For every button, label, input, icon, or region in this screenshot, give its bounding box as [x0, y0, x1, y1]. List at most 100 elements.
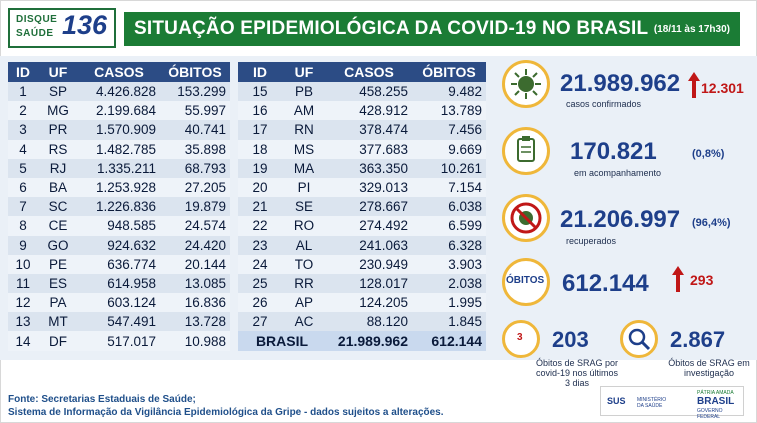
- row-casos: 128.017: [326, 273, 412, 294]
- row-uf: PI: [282, 177, 326, 198]
- row-uf: BA: [38, 177, 78, 198]
- row-uf: CE: [38, 216, 78, 236]
- brasil-logo: BRASIL: [697, 396, 735, 407]
- row-obitos: 20.144: [160, 254, 230, 274]
- deaths-badge: ÓBITOS: [502, 258, 550, 306]
- row-obitos: 13.789: [412, 101, 486, 121]
- row-id: 23: [238, 235, 282, 255]
- row-uf: AP: [282, 293, 326, 313]
- table-row: 8 CE 948.585 24.574: [8, 216, 230, 236]
- monitoring-pct: (0,8%): [692, 148, 725, 160]
- row-casos: 547.491: [78, 312, 160, 332]
- col-id: ID: [238, 62, 282, 82]
- row-obitos: 2.038: [412, 273, 486, 294]
- col-obitos: ÓBITOS: [412, 62, 486, 82]
- confirmed-label: casos confirmados: [566, 99, 642, 109]
- title-bar: SITUAÇÃO EPIDEMIOLÓGICA DA COVID-19 NO B…: [124, 12, 740, 46]
- row-casos: 329.013: [326, 177, 412, 198]
- row-obitos: 55.997: [160, 101, 230, 121]
- row-obitos: 13.085: [160, 273, 230, 294]
- row-casos: 428.912: [326, 101, 412, 121]
- row-id: 27: [238, 312, 282, 332]
- search-icon: [620, 320, 658, 358]
- row-id: 1: [8, 82, 38, 102]
- table-row: 12 PA 603.124 16.836: [8, 293, 230, 313]
- table-row: 18 MS 377.683 9.669: [238, 139, 486, 159]
- row-id: 26: [238, 293, 282, 313]
- row-id: 12: [8, 293, 38, 313]
- table-row: 9 GO 924.632 24.420: [8, 235, 230, 255]
- row-uf: PA: [38, 293, 78, 313]
- row-casos: 614.958: [78, 273, 160, 294]
- row-obitos: 10.261: [412, 158, 486, 178]
- row-obitos: 16.836: [160, 293, 230, 313]
- monitoring-value: 170.821: [570, 138, 657, 165]
- table-row: 13 MT 547.491 13.728: [8, 312, 230, 332]
- patria-label: PÁTRIA AMADA: [697, 390, 734, 396]
- row-uf: PE: [38, 254, 78, 274]
- row-id: 17: [238, 120, 282, 140]
- page-title: SITUAÇÃO EPIDEMIOLÓGICA DA COVID-19 NO B…: [134, 18, 649, 39]
- row-obitos: 9.482: [412, 82, 486, 102]
- col-casos: CASOS: [78, 62, 160, 82]
- row-id: 5: [8, 158, 38, 178]
- virus-icon: [502, 60, 550, 108]
- row-uf: TO: [282, 254, 326, 274]
- table-row: 16 AM 428.912 13.789: [238, 101, 486, 121]
- row-obitos: 24.420: [160, 235, 230, 255]
- col-uf: UF: [282, 62, 326, 82]
- disque-saude-logo: DISQUE SAÚDE 136: [8, 8, 116, 48]
- row-id: 24: [238, 254, 282, 274]
- row-uf: AL: [282, 235, 326, 255]
- row-uf: RN: [282, 120, 326, 140]
- row-id: 20: [238, 177, 282, 198]
- row-id: 13: [8, 312, 38, 332]
- row-id: 9: [8, 235, 38, 255]
- row-obitos: 68.793: [160, 158, 230, 178]
- table-row: 25 RR 128.017 2.038: [238, 273, 486, 294]
- row-id: 10: [8, 254, 38, 274]
- row-id: 8: [8, 216, 38, 236]
- col-casos: CASOS: [326, 62, 412, 82]
- row-obitos: 153.299: [160, 82, 230, 102]
- row-obitos: 6.599: [412, 216, 486, 236]
- deaths-delta: 293: [690, 272, 714, 288]
- table-row: 19 MA 363.350 10.261: [238, 158, 486, 178]
- table-row: 6 BA 1.253.928 27.205: [8, 177, 230, 198]
- row-casos: 377.683: [326, 139, 412, 159]
- row-obitos: 6.038: [412, 197, 486, 217]
- total-label: BRASIL: [238, 331, 326, 351]
- arrow-up-icon: [688, 72, 700, 98]
- deaths-value: 612.144: [562, 270, 649, 297]
- row-id: 6: [8, 177, 38, 198]
- recovered-label: recuperados: [566, 236, 617, 246]
- col-id: ID: [8, 62, 38, 82]
- row-id: 21: [238, 197, 282, 217]
- logo-line1: DISQUE: [16, 14, 58, 25]
- row-casos: 517.017: [78, 331, 160, 351]
- row-casos: 378.474: [326, 120, 412, 140]
- row-obitos: 1.995: [412, 293, 486, 313]
- row-id: 3: [8, 120, 38, 140]
- deaths-badge-label: ÓBITOS: [506, 275, 545, 286]
- row-casos: 88.120: [326, 312, 412, 332]
- row-uf: AM: [282, 101, 326, 121]
- recovered-pct: (96,4%): [692, 217, 731, 229]
- row-obitos: 9.669: [412, 139, 486, 159]
- row-casos: 4.426.828: [78, 82, 160, 102]
- monitoring-label: em acompanhamento: [574, 168, 662, 178]
- logo-number: 136: [62, 10, 108, 40]
- row-uf: RJ: [38, 158, 78, 178]
- gov-label: GOVERNO FEDERAL: [697, 408, 723, 420]
- row-obitos: 1.845: [412, 312, 486, 332]
- row-id: 2: [8, 101, 38, 121]
- row-uf: ES: [38, 273, 78, 294]
- srag-investigation-value: 2.867: [670, 327, 726, 352]
- row-casos: 636.774: [78, 254, 160, 274]
- table-row: 15 PB 458.255 9.482: [238, 82, 486, 102]
- system-line: Sistema de Informação da Vigilância Epid…: [8, 407, 444, 418]
- total-obitos: 612.144: [412, 331, 486, 351]
- row-obitos: 7.456: [412, 120, 486, 140]
- col-uf: UF: [38, 62, 78, 82]
- states-table-left: ID UF CASOS ÓBITOS 1 SP 4.426.828 153.299 2 M…: [8, 62, 230, 351]
